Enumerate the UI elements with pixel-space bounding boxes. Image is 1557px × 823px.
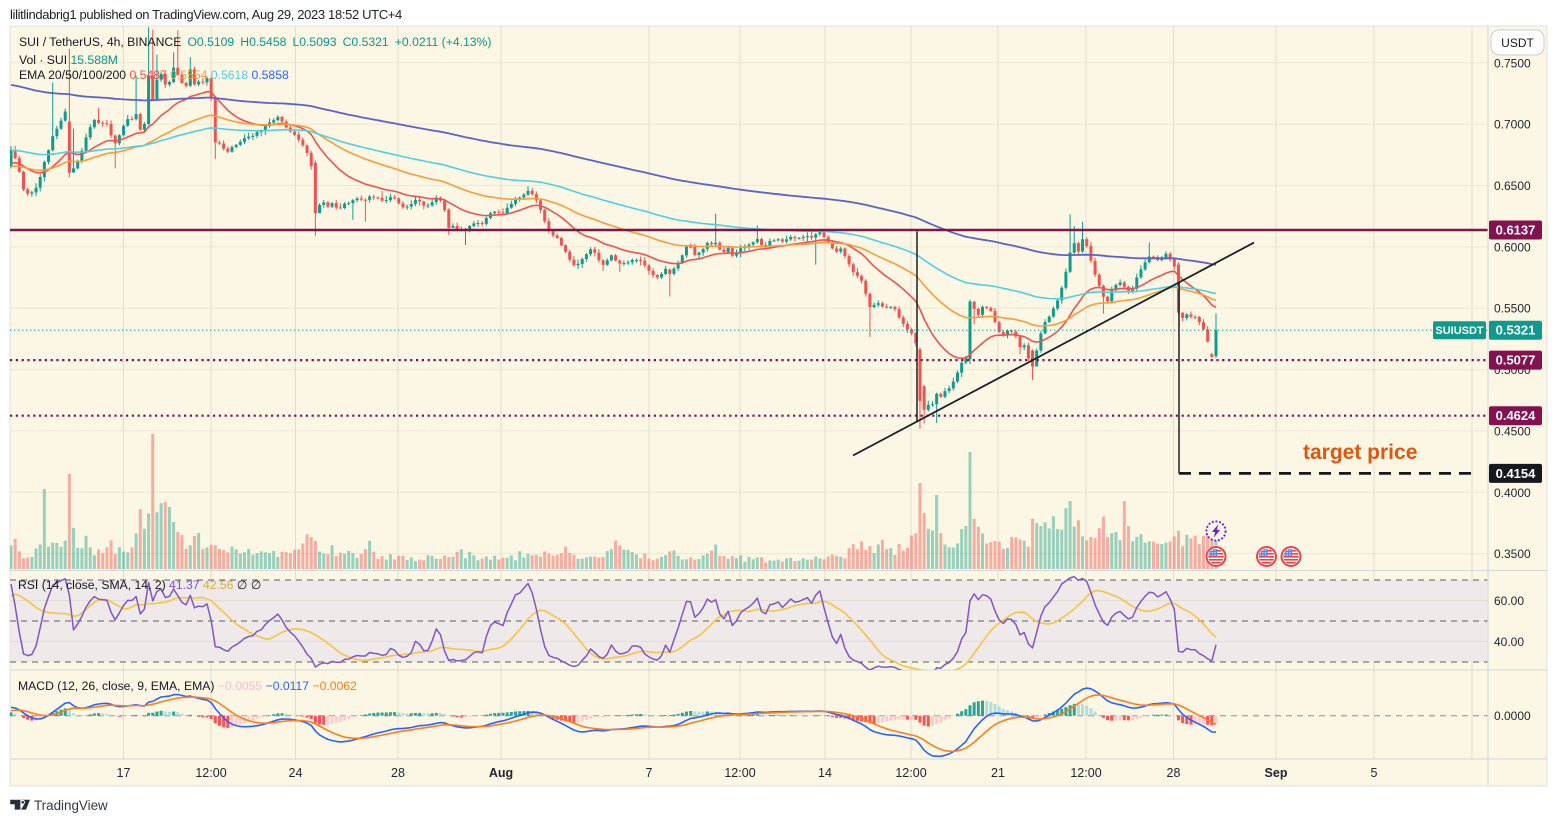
svg-text:12:00: 12:00 [895,766,926,780]
svg-text:14: 14 [818,766,832,780]
svg-text:0.5321: 0.5321 [1496,323,1536,338]
svg-text:0.5077: 0.5077 [1496,353,1536,368]
svg-text:12:00: 12:00 [724,766,755,780]
svg-text:0.6137: 0.6137 [1496,223,1536,238]
svg-text:0.7500: 0.7500 [1494,56,1531,70]
svg-text:0.5500: 0.5500 [1494,302,1531,316]
svg-text:5: 5 [1371,766,1378,780]
svg-text:60.00: 60.00 [1494,594,1524,608]
svg-text:0.3500: 0.3500 [1494,547,1531,561]
svg-text:EMA 20/50/100/200 0.5487 0.555: EMA 20/50/100/200 0.5487 0.5554 0.5618 0… [19,68,289,82]
svg-text:target price: target price [1303,441,1417,464]
svg-text:0.4624: 0.4624 [1496,408,1537,423]
svg-text:Aug: Aug [489,766,513,780]
svg-text:24: 24 [289,766,303,780]
svg-text:0.4154: 0.4154 [1496,466,1537,481]
svg-text:0.4000: 0.4000 [1494,486,1531,500]
svg-text:TradingView: TradingView [34,798,108,813]
svg-text:0.7000: 0.7000 [1494,118,1531,132]
svg-text:40.00: 40.00 [1494,635,1524,649]
svg-text:17: 17 [117,766,131,780]
svg-text:USDT: USDT [1501,36,1534,50]
svg-text:MACD (12, 26, close, 9, EMA, E: MACD (12, 26, close, 9, EMA, EMA) −0.005… [18,679,357,693]
svg-text:lilitlindabrig1 published on T: lilitlindabrig1 published on TradingView… [10,7,402,22]
svg-text:28: 28 [1167,766,1181,780]
svg-text:0.4500: 0.4500 [1494,424,1531,438]
svg-text:Vol · SUI 15.588M: Vol · SUI 15.588M [19,53,118,67]
svg-text:RSI (14, close, SMA, 14, 2) 41: RSI (14, close, SMA, 14, 2) 41.37 42.56 … [18,578,261,592]
svg-text:SUI / TetherUS, 4h, BINANCE O0: SUI / TetherUS, 4h, BINANCE O0.5109 H0.5… [19,35,491,49]
svg-text:Sep: Sep [1265,766,1288,780]
svg-text:SUIUSDT: SUIUSDT [1435,325,1484,337]
svg-text:7: 7 [646,766,653,780]
svg-text:12:00: 12:00 [195,766,226,780]
svg-text:21: 21 [991,766,1005,780]
svg-text:0.0000: 0.0000 [1494,709,1531,723]
svg-text:0.6000: 0.6000 [1494,240,1531,254]
svg-text:0.6500: 0.6500 [1494,179,1531,193]
svg-text:12:00: 12:00 [1070,766,1101,780]
svg-text:28: 28 [391,766,405,780]
